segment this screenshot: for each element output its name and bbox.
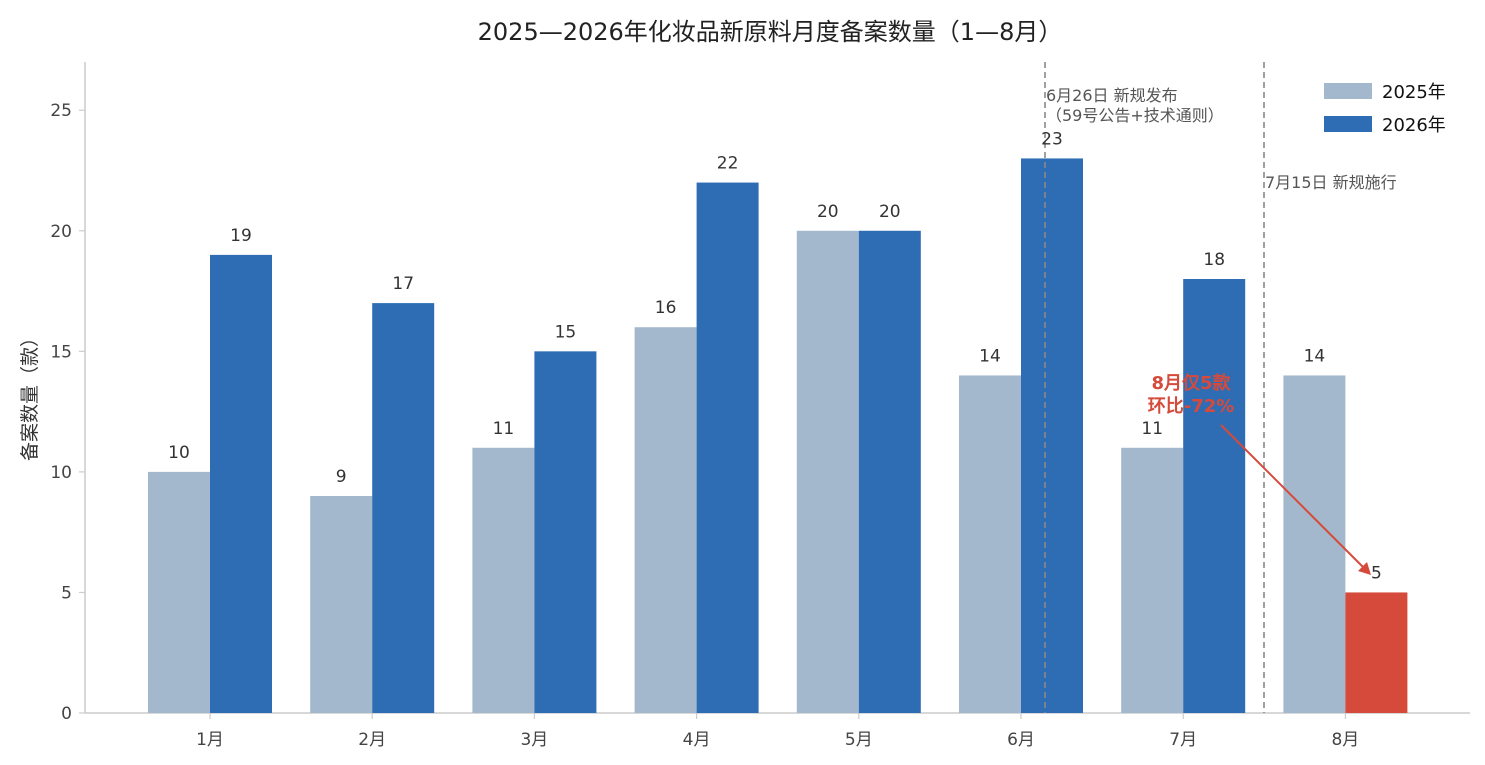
bar-2025 xyxy=(796,230,859,713)
value-label-2026: 22 xyxy=(717,154,739,174)
x-tick-label: 3月 xyxy=(520,730,548,750)
legend-label-2026: 2026年 xyxy=(1382,115,1446,136)
callout-line-2: 环比-72% xyxy=(1148,396,1235,417)
value-label-2025: 16 xyxy=(655,298,677,318)
bar-2025 xyxy=(472,447,535,713)
callout-arrow-line xyxy=(1220,424,1365,569)
y-tick-label: 25 xyxy=(50,101,72,121)
x-tick-label: 4月 xyxy=(683,730,711,750)
value-label-2025: 11 xyxy=(493,419,515,439)
value-label-2026: 18 xyxy=(1203,250,1225,270)
bar-2026 xyxy=(858,230,921,713)
x-tick-label: 6月 xyxy=(1007,730,1035,750)
reference-note-release-detail: （59号公告+技术通则） xyxy=(1046,106,1224,125)
bar-2026 xyxy=(1345,592,1408,713)
value-label-2025: 14 xyxy=(979,346,1001,366)
bar-2025 xyxy=(148,471,210,713)
value-label-2026: 19 xyxy=(230,226,252,246)
x-tick-label: 8月 xyxy=(1331,730,1359,750)
value-label-2026: 5 xyxy=(1371,563,1382,583)
x-tick-label: 2月 xyxy=(358,730,386,750)
y-tick-label: 0 xyxy=(61,704,72,724)
y-tick-label: 10 xyxy=(50,463,72,483)
reference-lines-layer: 6月26日 新规发布（59号公告+技术通则） 7月15日 新规施行 xyxy=(1044,62,1397,713)
y-tick-label: 20 xyxy=(50,222,72,242)
legend[interactable]: 2025年 2026年 xyxy=(1324,82,1446,136)
bar-2025 xyxy=(310,496,373,713)
y-axis-label: 备案数量（款） xyxy=(19,328,41,461)
callout-arrow-head xyxy=(1358,562,1371,575)
bar-2026 xyxy=(210,254,272,713)
x-tick-label: 1月 xyxy=(196,730,224,750)
bar-2026 xyxy=(696,182,759,714)
value-labels-layer: 10 19 9 17 11 15 16 22 20 20 14 23 11 18 14 5 xyxy=(168,129,1382,583)
bar-2026 xyxy=(1021,158,1083,713)
value-label-2026: 15 xyxy=(555,322,577,342)
value-label-2025: 9 xyxy=(336,467,347,487)
value-label-2026: 23 xyxy=(1041,129,1063,149)
bar-2025 xyxy=(959,375,1021,713)
x-tick-label: 7月 xyxy=(1169,730,1197,750)
reference-note-release: 6月26日 新规发布 xyxy=(1046,86,1178,105)
bar-2026 xyxy=(534,351,597,713)
value-label-2025: 11 xyxy=(1141,419,1163,439)
reference-note-effective: 7月15日 新规施行 xyxy=(1265,173,1397,192)
legend-swatch-2026 xyxy=(1324,116,1372,132)
chart-title: 2025—2026年化妆品新原料月度备案数量（1—8月） xyxy=(477,18,1063,46)
value-label-2025: 20 xyxy=(817,202,839,222)
y-tick-label: 5 xyxy=(61,583,72,603)
axes-layer: 0 5 10 15 20 25 1月 2月 3月 4月 5月 6月 7月 8月 备案数量（款） xyxy=(19,62,1470,750)
legend-swatch-2025 xyxy=(1324,83,1372,99)
value-label-2025: 10 xyxy=(168,443,190,463)
y-tick-label: 15 xyxy=(50,342,72,362)
value-label-2026: 20 xyxy=(879,202,901,222)
value-label-2026: 17 xyxy=(392,274,414,294)
bar-2025 xyxy=(634,327,697,713)
bar-2026 xyxy=(1183,279,1246,713)
callout-line-1: 8月仅5款 xyxy=(1151,372,1231,394)
x-tick-label: 5月 xyxy=(845,730,873,750)
bar-2025 xyxy=(1283,375,1346,713)
legend-label-2025: 2025年 xyxy=(1382,82,1446,103)
bar-2025 xyxy=(1121,447,1184,713)
bar-2026 xyxy=(372,303,435,713)
value-label-2025: 14 xyxy=(1304,346,1326,366)
bars-layer xyxy=(148,158,1408,714)
